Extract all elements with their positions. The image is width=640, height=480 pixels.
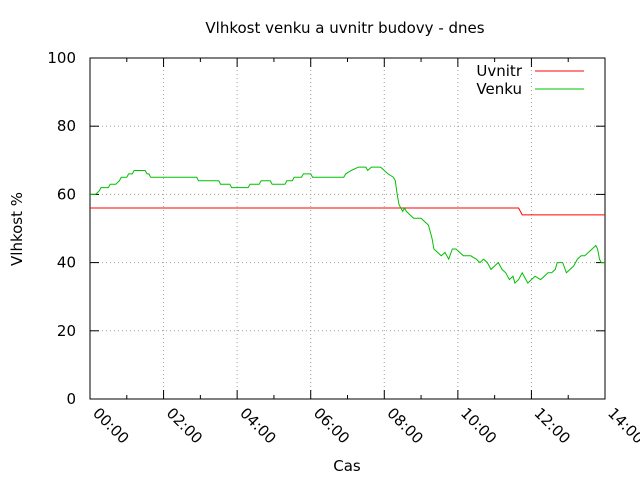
x-axis-label: Cas xyxy=(333,457,361,475)
plot-frame xyxy=(89,57,606,400)
axis-ticks: 0 20 40 60 80 100 00:00 02:00 04:00 06:00 08:00 10:… xyxy=(47,49,640,447)
y-tick-label: 20 xyxy=(57,322,76,340)
chart-title: Vlhkost venku a uvnitr budovy - dnes xyxy=(205,19,484,37)
x-tick-label: 12:00 xyxy=(531,404,574,447)
y-tick-label: 80 xyxy=(57,117,76,135)
x-tick-label: 04:00 xyxy=(236,404,279,447)
x-tick-label: 02:00 xyxy=(163,404,206,447)
y-tick-label: 40 xyxy=(57,254,76,272)
x-tick-label: 06:00 xyxy=(310,404,353,447)
y-axis-label: Vlhkost % xyxy=(8,192,26,266)
legend-label: Uvnitr xyxy=(476,62,522,80)
grid xyxy=(90,58,605,399)
y-tick-label: 100 xyxy=(47,49,76,67)
x-tick-label: 14:00 xyxy=(604,404,640,447)
y-tick-label: 60 xyxy=(57,185,76,203)
x-tick-label: 08:00 xyxy=(383,404,426,447)
x-tick-label: 10:00 xyxy=(457,404,500,447)
series-line-uvnitr xyxy=(90,207,605,216)
series-line-venku xyxy=(90,166,605,285)
legend-label: Venku xyxy=(476,80,522,98)
series-lines xyxy=(90,166,605,285)
x-tick-label: 00:00 xyxy=(89,404,132,447)
y-tick-label: 0 xyxy=(66,390,76,408)
